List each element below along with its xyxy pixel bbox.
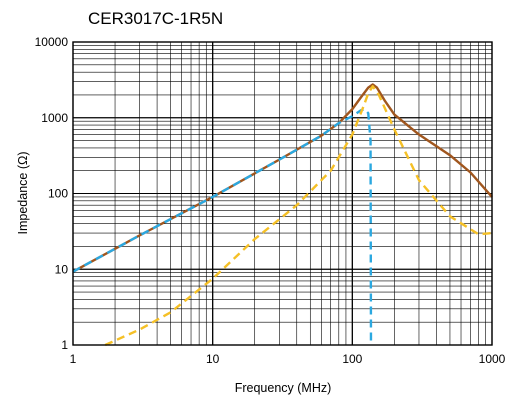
y-tick-label: 100 [48,187,68,201]
x-tick-label: 100 [342,352,362,366]
y-tick-label: 1 [61,338,68,352]
x-tick-labels: 1 10 100 1000 [70,352,506,366]
y-axis-label: Impedance (Ω) [16,152,30,235]
grid [72,41,493,346]
series-line-2 [72,107,373,346]
x-tick-label: 10 [206,352,220,366]
series-line-3 [104,85,493,347]
y-tick-label: 10000 [35,35,69,49]
y-tick-labels: 1 10 100 1000 10000 [35,35,69,352]
x-axis-label: Frequency (MHz) [235,381,332,395]
series-group [72,83,493,347]
y-tick-label: 10 [55,262,69,276]
y-tick-label: 1000 [41,111,68,125]
x-tick-label: 1 [70,352,77,366]
x-tick-label: 1000 [479,352,506,366]
plot-frame [72,41,493,346]
chart-title: CER3017C-1R5N [88,9,223,28]
series-line-1 [72,83,493,273]
